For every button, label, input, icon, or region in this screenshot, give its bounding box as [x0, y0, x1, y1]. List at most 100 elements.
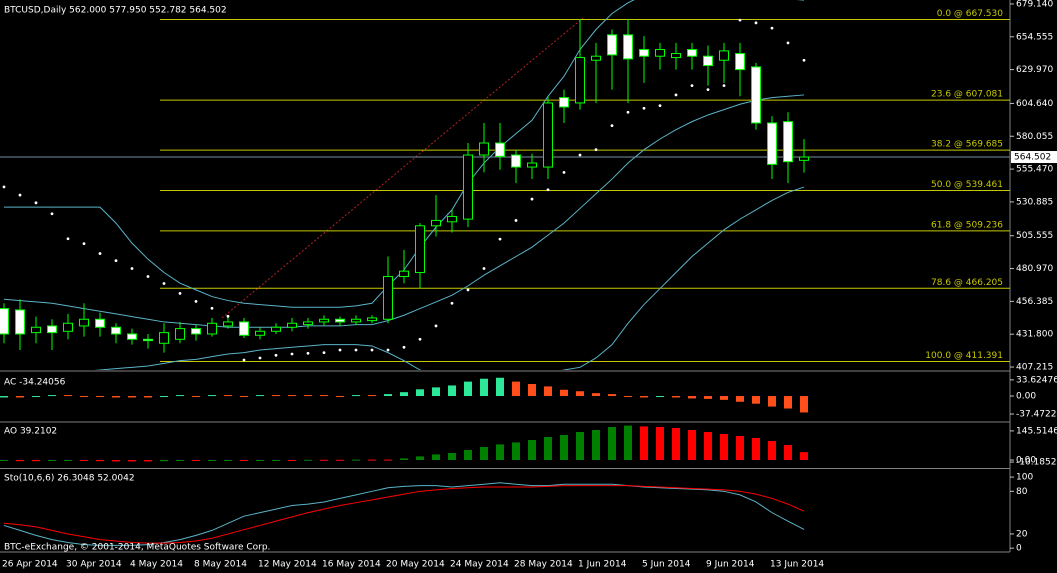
- sto-panel: [3, 482, 805, 546]
- candle-body: [415, 225, 425, 274]
- y-tick-label: 100: [1016, 473, 1033, 483]
- panel-titles: BTCUSD,Daily 562.000 577.950 552.782 564…: [4, 6, 270, 553]
- sar-dot: [34, 201, 38, 205]
- price-panel: 0.0 @ 667.530 23.6 @ 607.081 38.2 @ 569.68…: [0, 0, 1010, 370]
- histogram-bar: [336, 459, 344, 461]
- histogram-bar: [544, 386, 552, 397]
- sar-dot: [130, 267, 134, 270]
- sar-dot: [98, 252, 102, 255]
- histogram-bar: [64, 460, 72, 461]
- y-tick-label: 604.640: [1016, 99, 1053, 109]
- fib-label: 38.2 @ 569.685: [931, 140, 1003, 150]
- sar-dot: [514, 219, 518, 222]
- sar-dot: [178, 291, 182, 295]
- histogram-bar: [592, 393, 600, 397]
- date-axis: 26 Apr 2014 30 Apr 2014 4 May 2014 8 May 20…: [2, 560, 824, 570]
- histogram-bar: [256, 395, 264, 397]
- candle-body: [127, 333, 137, 340]
- x-tick-label: 20 May 2014: [386, 560, 445, 570]
- histogram-bar: [576, 391, 584, 397]
- histogram-bar: [384, 459, 392, 461]
- sar-dot: [18, 193, 22, 197]
- sar-dot: [642, 106, 646, 110]
- histogram-bar: [304, 459, 312, 461]
- candle-body: [223, 321, 233, 327]
- candle-body: [751, 66, 761, 124]
- y-tick-label: 431.800: [1016, 330, 1053, 340]
- x-tick-label: 13 Jun 2014: [770, 560, 824, 570]
- chart-title: BTCUSD,Daily 562.000 577.950 552.782 564…: [4, 6, 227, 16]
- histogram-bar: [64, 395, 72, 397]
- sar-dot: [290, 352, 294, 356]
- candle-body: [367, 317, 377, 322]
- candle-body: [399, 270, 409, 278]
- last-price-box: [1011, 151, 1057, 164]
- histogram-bar: [752, 438, 760, 460]
- histogram-bar: [400, 392, 408, 397]
- sar-dot: [194, 299, 198, 303]
- y-tick-label: 0.00: [1016, 456, 1036, 466]
- fib-label: 78.6 @ 466.205: [931, 278, 1003, 288]
- histogram-bar: [16, 460, 24, 462]
- candle-body: [239, 321, 249, 336]
- candle-body: [271, 326, 281, 332]
- fib-label: 100.0 @ 411.391: [925, 351, 1003, 361]
- histogram-bar: [80, 460, 88, 461]
- histogram-bar: [720, 434, 728, 460]
- histogram-bar: [704, 396, 712, 399]
- sar-dot: [146, 275, 150, 278]
- sar-dot: [562, 170, 566, 174]
- candle-body: [447, 215, 457, 223]
- histogram-bar: [576, 432, 584, 460]
- histogram-bar: [160, 396, 168, 398]
- sar-dot: [722, 84, 726, 87]
- histogram-bar: [320, 395, 328, 397]
- histogram-bar: [352, 395, 360, 397]
- histogram-bar: [288, 395, 296, 397]
- histogram-bar: [608, 394, 616, 397]
- x-tick-label: 8 May 2014: [194, 560, 247, 570]
- histogram-bar: [336, 396, 344, 398]
- sar-dot: [66, 237, 70, 241]
- histogram-bar: [544, 437, 552, 460]
- x-tick-label: 26 Apr 2014: [2, 560, 58, 570]
- histogram-bar: [176, 460, 184, 461]
- x-tick-label: 5 Jun 2014: [642, 560, 691, 570]
- sar-dot: [498, 237, 502, 241]
- histogram-bar: [208, 460, 216, 461]
- x-tick-label: 30 Apr 2014: [66, 560, 122, 570]
- sar-dot: [226, 314, 230, 318]
- sar-dot: [738, 18, 742, 22]
- indicator-line: [3, 485, 805, 544]
- histogram-bar: [144, 460, 152, 462]
- sar-dot: [418, 337, 422, 341]
- histogram-bar: [304, 395, 312, 397]
- histogram-bar: [688, 396, 696, 399]
- band-middle: [3, 94, 805, 328]
- candle-body: [575, 57, 585, 104]
- candle-body: [303, 321, 313, 326]
- candle-body: [0, 308, 9, 335]
- candle-body: [639, 49, 649, 57]
- histogram-bar: [112, 460, 120, 462]
- histogram-bar: [432, 387, 440, 397]
- sar-dot: [50, 212, 54, 216]
- sar-dot: [706, 88, 710, 91]
- histogram-bar: [192, 460, 200, 461]
- fib-label: 23.6 @ 607.081: [931, 90, 1003, 100]
- sto-title: Sto(10,6,6) 26.3048 52.0042: [4, 474, 135, 484]
- candle-body: [319, 318, 329, 323]
- histogram-bar: [144, 396, 152, 398]
- y-tick-label: 629.970: [1016, 65, 1053, 75]
- sar-dot: [2, 185, 6, 189]
- sar-dot: [466, 288, 470, 292]
- histogram-bar: [608, 427, 616, 460]
- candle-body: [63, 322, 73, 332]
- ao-panel: [0, 425, 808, 462]
- histogram-bar: [784, 396, 792, 409]
- y-tick-label: 0: [1016, 544, 1022, 554]
- histogram-bar: [432, 454, 440, 460]
- candle-body: [175, 328, 185, 340]
